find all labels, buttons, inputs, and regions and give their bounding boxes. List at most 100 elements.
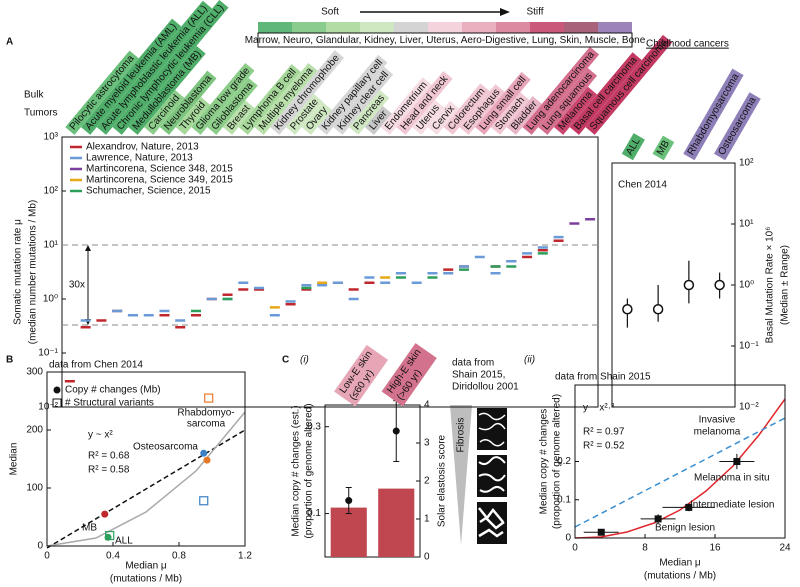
panel-letter: A — [6, 37, 13, 48]
r2-label: R² = 0.52 — [583, 441, 625, 452]
bar — [330, 507, 367, 557]
point-label: ALL — [115, 536, 133, 547]
category-label: Rhabdomyosarcoma — [683, 68, 744, 161]
scale-swatch — [564, 22, 598, 33]
scale-swatch — [292, 22, 326, 33]
label-background — [65, 50, 139, 135]
category-label: MB — [652, 135, 675, 161]
fibrosis-images — [477, 408, 507, 544]
scale-left: Soft — [321, 7, 339, 18]
point-label: sarcoma — [187, 419, 226, 430]
tick-label: 10¹ — [44, 240, 59, 251]
point-label: Rhabdomyo- — [177, 408, 234, 419]
scale-right: Stiff — [526, 7, 543, 18]
axis-label: (Median ± Range) — [780, 245, 791, 325]
label-background — [349, 90, 390, 135]
plot-frame — [46, 371, 246, 547]
label-background — [81, 18, 182, 135]
source-note: data from — [452, 358, 494, 369]
arrow-head — [500, 8, 510, 16]
label-background — [333, 66, 394, 135]
label-background — [112, 0, 229, 135]
tick-label: 0.3 — [307, 421, 321, 432]
legend-label: Martincorena, Science 349, 2015 — [86, 175, 233, 186]
label-background — [553, 86, 598, 135]
label-background — [569, 52, 642, 135]
label-background — [459, 84, 505, 135]
tick-label: 8 — [642, 543, 648, 554]
point-label: Osteosarcoma — [133, 442, 198, 453]
point — [199, 496, 209, 506]
label-background — [254, 62, 318, 135]
title: data from Shain 2015 — [555, 372, 651, 383]
tick-label: 0 — [572, 543, 578, 554]
axis-label: (proportion of genome altered) — [552, 394, 563, 529]
point-label: Invasive — [699, 415, 736, 426]
tick-label: 10³ — [44, 132, 59, 143]
label-background — [713, 92, 761, 161]
label-background — [683, 68, 744, 161]
label-background — [285, 94, 323, 135]
axis-label: (proportion of genome altered) — [304, 403, 315, 538]
legend-swatch — [52, 398, 62, 408]
category-label: High-E skin(>60 yr) — [381, 343, 437, 407]
label-background — [490, 92, 530, 135]
panel-letter: B — [6, 355, 13, 366]
subpanel-label: (ii) — [524, 355, 535, 366]
point — [200, 449, 208, 457]
label-background — [364, 105, 392, 135]
label-background — [522, 46, 600, 135]
label-background — [475, 71, 531, 135]
axis-label: Median copy # changes — [539, 409, 550, 515]
r2-label: R² = 0.58 — [88, 465, 130, 476]
point-label: Intermediate lesion — [690, 500, 775, 511]
point — [597, 528, 605, 536]
tick-label: 0 — [37, 541, 43, 552]
scale-swatch — [496, 22, 530, 33]
scale-swatch — [258, 22, 292, 33]
tick-label: 10² — [739, 158, 754, 169]
scale-swatch — [598, 22, 632, 33]
plot-frame — [61, 136, 599, 408]
scale-swatch — [462, 22, 496, 33]
legend-label: Lawrence, Nature, 2013 — [86, 153, 193, 164]
median-point — [714, 279, 725, 291]
category-label: Squamous cell carcinoma — [585, 34, 673, 135]
scale-swatch — [360, 22, 394, 33]
r2-label: R² = 0.97 — [583, 427, 625, 438]
tick-label: 200 — [26, 425, 43, 436]
category-label: ALL — [621, 133, 645, 161]
annotation: 30x — [69, 280, 85, 291]
scale-swatch — [394, 22, 428, 33]
category-label: Low-E skin(≤60 yr) — [334, 344, 389, 407]
tick-label: 0.8 — [172, 551, 186, 562]
point-label: Benign lesion — [655, 523, 715, 534]
label-background — [652, 135, 675, 161]
r2-label: R² = 0.68 — [88, 451, 130, 462]
source-note: Diridollou 2001 — [452, 382, 519, 393]
axis-label: Solar elastosis score — [437, 434, 448, 527]
tick-label: 10⁰ — [739, 280, 754, 291]
inset-title: Chen 2014 — [618, 180, 667, 191]
tick-label: 16 — [709, 543, 721, 554]
label-background — [380, 76, 432, 135]
label-background — [621, 133, 645, 161]
tick-label: 0.1 — [557, 494, 571, 505]
point-label: MB — [82, 523, 97, 534]
tick-label: 1.2 — [238, 551, 252, 562]
childhood-link: Childhood cancers — [646, 39, 729, 50]
scale-swatch — [530, 22, 564, 33]
tick-label: 10⁻¹ — [739, 341, 759, 352]
point — [654, 515, 662, 523]
tick-label: 3 — [424, 438, 430, 449]
tick-label: 0.1 — [307, 508, 321, 519]
tick-label: 2 — [424, 476, 430, 487]
tick-label: 10⁰ — [43, 294, 58, 305]
point — [345, 497, 353, 505]
label-background — [128, 45, 206, 135]
scale-box — [257, 32, 633, 48]
tick-label: 0.4 — [106, 551, 120, 562]
label-background — [427, 100, 460, 135]
power-fit-c — [574, 398, 786, 539]
